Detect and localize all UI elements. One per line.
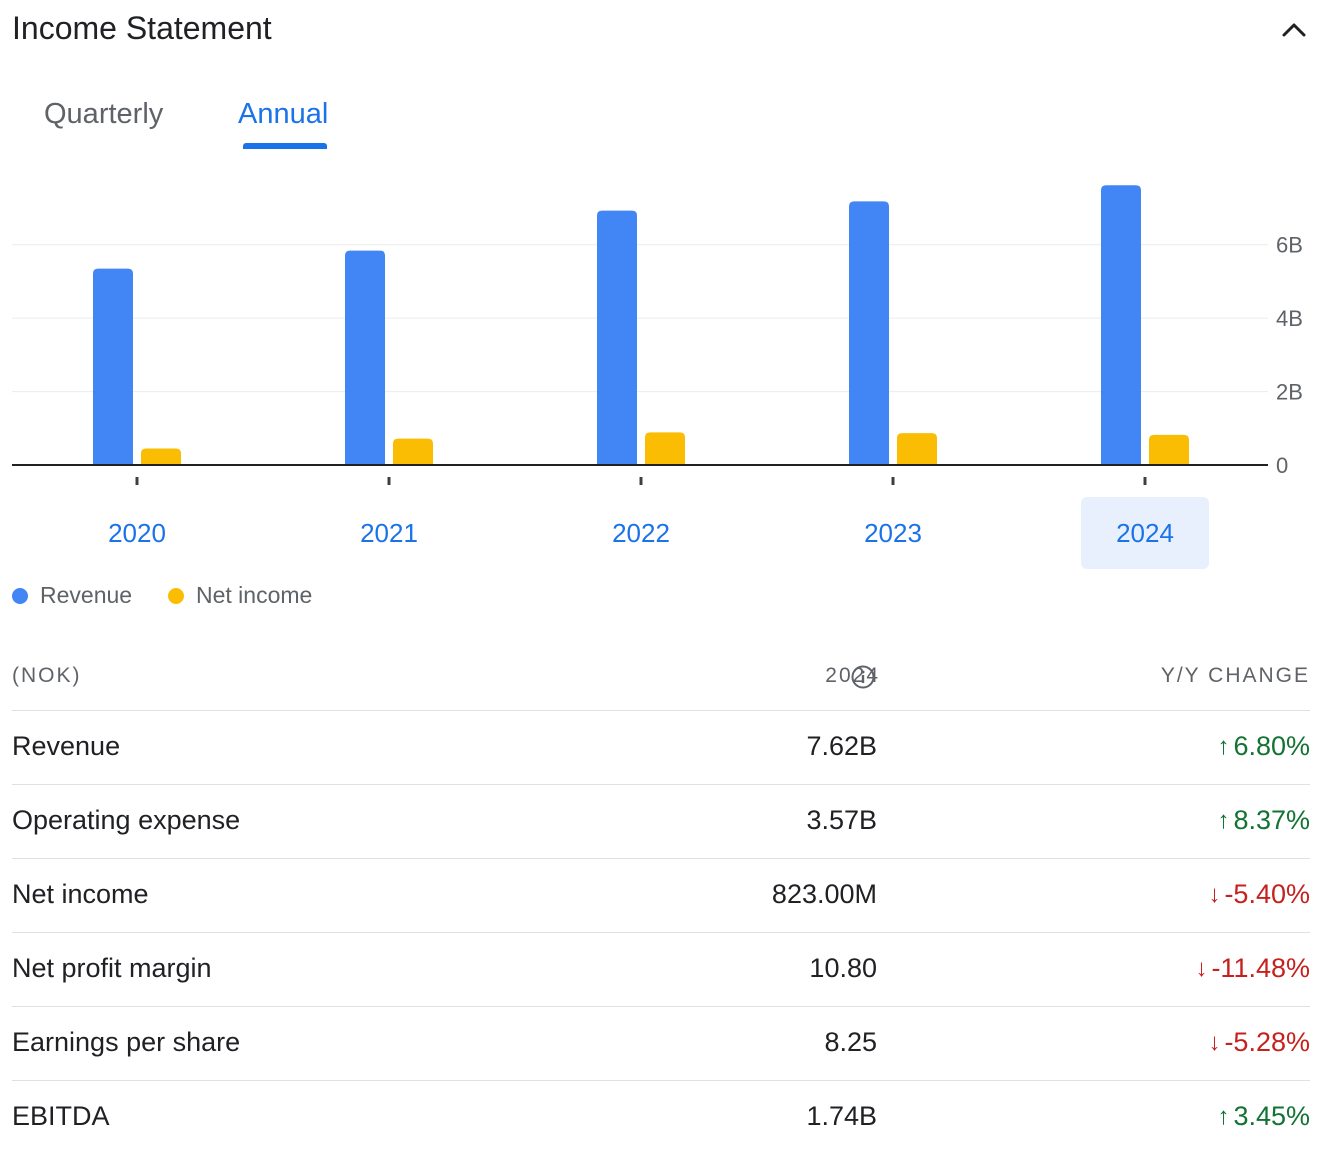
table-row: EBITDA 1.74B ↑ 3.45%: [12, 1081, 1310, 1154]
revenue-bar: [345, 250, 385, 465]
arrow-down-icon: ↓: [1208, 1028, 1221, 1056]
row-value: 8.25: [824, 1027, 877, 1057]
row-change-value: -5.28%: [1224, 1027, 1310, 1057]
legend-dot-net-income: [168, 587, 184, 604]
chevron-up-icon: [1282, 23, 1306, 37]
table-row: Net income 823.00M ↓ -5.40%: [12, 859, 1310, 933]
row-label: Operating expense: [12, 805, 241, 835]
row-change: ↓ -11.48%: [1195, 953, 1310, 984]
period-tabs: Quarterly Annual: [0, 92, 600, 152]
row-label: Revenue: [12, 731, 121, 761]
row-change: ↓ -5.40%: [1208, 879, 1310, 910]
row-label: Net profit margin: [12, 953, 212, 983]
legend-item-revenue: Revenue: [12, 582, 132, 609]
x-tick-label[interactable]: 2020: [108, 518, 166, 548]
collapse-button[interactable]: [1276, 12, 1312, 48]
row-label: Earnings per share: [12, 1027, 241, 1057]
net-income-bar: [141, 448, 181, 465]
table-row: Earnings per share 8.25 ↓ -5.28%: [12, 1007, 1310, 1081]
row-change: ↑ 6.80%: [1217, 731, 1310, 762]
income-statement-table: (NOK) 2024 Y/Y CHANGE Revenue 7.62B ↑ 6.80%…: [12, 648, 1310, 1154]
arrow-down-icon: ↓: [1195, 954, 1208, 982]
y-tick-label: 4B: [1276, 306, 1303, 331]
net-income-bar: [645, 432, 685, 465]
arrow-up-icon: ↑: [1217, 806, 1230, 834]
row-change: ↓ -5.28%: [1208, 1027, 1310, 1058]
net-income-bar: [1149, 434, 1189, 465]
net-income-bar: [897, 433, 937, 465]
section-title: Income Statement: [12, 10, 272, 46]
tab-annual[interactable]: Annual: [238, 98, 329, 130]
info-icon[interactable]: [850, 664, 876, 690]
revenue-bar: [597, 210, 637, 465]
revenue-net-income-chart: 0 2B 4B 6B 2020 2021 2022 2023 2024: [12, 185, 1303, 569]
tab-selected-indicator: [243, 143, 327, 149]
tab-quarterly[interactable]: Quarterly: [44, 98, 164, 130]
row-label: EBITDA: [12, 1101, 110, 1131]
row-value: 7.62B: [806, 731, 877, 761]
row-change-value: 6.80%: [1233, 731, 1310, 761]
legend-dot-revenue: [12, 587, 28, 604]
y-tick-label: 6B: [1276, 233, 1303, 258]
income-statement-header: Income Statement: [12, 8, 1312, 52]
table-row: Operating expense 3.57B ↑ 8.37%: [12, 785, 1310, 859]
row-label: Net income: [12, 879, 149, 909]
table-row: Net profit margin 10.80 ↓ -11.48%: [12, 933, 1310, 1007]
legend-label-net-income: Net income: [196, 582, 313, 608]
arrow-down-icon: ↓: [1208, 880, 1221, 908]
arrow-up-icon: ↑: [1217, 1102, 1230, 1130]
row-change-value: -5.40%: [1224, 879, 1310, 909]
selected-year-highlight: [1081, 497, 1209, 569]
table-row: Revenue 7.62B ↑ 6.80%: [12, 711, 1310, 785]
revenue-bar: [849, 201, 889, 466]
chart-legend: Revenue Net income: [12, 582, 512, 612]
x-tick-label[interactable]: 2022: [612, 518, 670, 548]
change-column-header: Y/Y CHANGE: [1160, 664, 1310, 687]
table-header: (NOK) 2024 Y/Y CHANGE: [12, 648, 1310, 711]
row-change-value: -11.48%: [1211, 953, 1310, 983]
row-value: 3.57B: [806, 805, 877, 835]
row-value: 10.80: [809, 953, 877, 983]
row-change-value: 3.45%: [1233, 1101, 1310, 1131]
legend-item-net-income: Net income: [168, 582, 312, 609]
row-change-value: 8.37%: [1233, 805, 1310, 835]
legend-label-revenue: Revenue: [40, 582, 133, 608]
row-value: 1.74B: [806, 1101, 877, 1131]
currency-label: (NOK): [12, 664, 82, 687]
row-change: ↑ 8.37%: [1217, 805, 1310, 836]
x-tick-label[interactable]: 2024: [1116, 518, 1174, 548]
net-income-bar: [393, 438, 433, 465]
row-change: ↑ 3.45%: [1217, 1101, 1310, 1132]
row-value: 823.00M: [771, 879, 877, 909]
revenue-bar: [1101, 185, 1141, 465]
y-tick-label: 0: [1276, 453, 1288, 478]
x-tick-label[interactable]: 2023: [864, 518, 922, 548]
arrow-up-icon: ↑: [1217, 732, 1230, 760]
y-tick-label: 2B: [1276, 380, 1303, 405]
revenue-bar: [93, 268, 133, 465]
x-tick-label[interactable]: 2021: [360, 518, 418, 548]
